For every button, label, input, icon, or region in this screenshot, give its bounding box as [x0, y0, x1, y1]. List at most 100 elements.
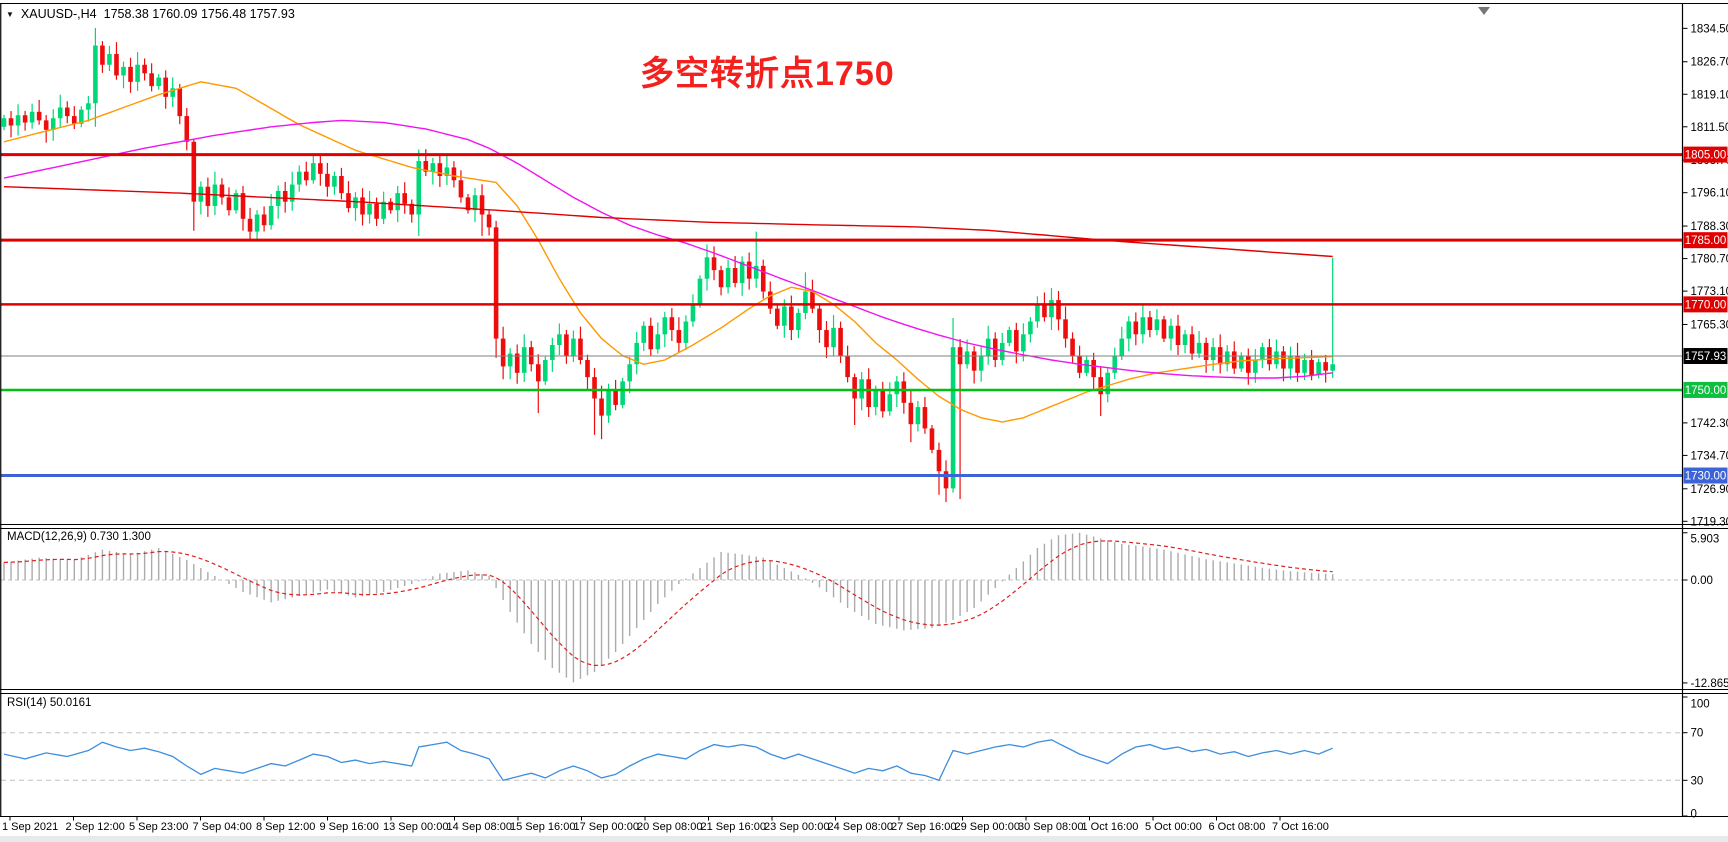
candle	[662, 311, 668, 348]
candle	[1035, 296, 1040, 328]
candle	[1154, 309, 1160, 336]
candle	[936, 442, 942, 495]
candle	[437, 154, 443, 187]
candle	[219, 178, 225, 205]
candle	[592, 368, 597, 435]
candle	[1281, 346, 1286, 382]
time-axis-label: 5 Oct 00:00	[1145, 821, 1202, 833]
price-axis-label: 1734.70	[1691, 450, 1728, 462]
candle	[1175, 314, 1181, 356]
candle	[451, 161, 457, 188]
rsi-panel[interactable]	[1, 693, 1683, 817]
candle	[1070, 332, 1075, 363]
candle	[1182, 329, 1188, 354]
candle	[1119, 326, 1125, 361]
candle	[1189, 326, 1195, 360]
candle	[845, 345, 850, 383]
chart-shift-marker-icon[interactable]	[1478, 7, 1490, 15]
candle	[128, 57, 133, 93]
candle	[93, 27, 98, 127]
price-badge: 1805.00	[1683, 146, 1728, 163]
candle	[29, 103, 35, 129]
candle	[908, 389, 914, 443]
candle	[311, 155, 316, 184]
candle	[1231, 341, 1237, 374]
main-price-panel[interactable]	[1, 3, 1683, 525]
indicator-axis-label: 0.00	[1691, 575, 1713, 587]
candle	[303, 161, 309, 186]
candle	[261, 206, 267, 232]
candle	[121, 61, 126, 89]
candle	[1042, 292, 1047, 322]
candle	[486, 210, 492, 236]
candle	[711, 246, 717, 281]
candle	[775, 305, 780, 330]
candle	[676, 317, 682, 352]
rsi-line	[3, 739, 1333, 782]
candle	[325, 162, 330, 197]
candle	[79, 106, 84, 128]
time-axis-label: 21 Sep 16:00	[701, 821, 766, 833]
candle	[704, 244, 710, 291]
candle	[1147, 310, 1153, 338]
time-axis-label: 14 Sep 08:00	[447, 821, 512, 833]
price-badge: 1770.00	[1683, 296, 1728, 313]
candle	[810, 279, 815, 314]
svg-text:1770.00: 1770.00	[1685, 299, 1727, 311]
candle	[1126, 316, 1132, 352]
svg-text:1750.00: 1750.00	[1685, 385, 1727, 397]
candle	[817, 303, 822, 343]
candle	[149, 63, 154, 92]
macd-signal-line	[3, 540, 1333, 666]
candle	[725, 259, 731, 294]
time-axis-label: 29 Sep 00:00	[955, 821, 1020, 833]
price-axis-label: 1780.70	[1691, 254, 1728, 266]
candle	[922, 397, 928, 434]
candle	[971, 346, 977, 384]
candle	[1161, 315, 1167, 343]
candle	[296, 165, 302, 192]
candle	[226, 187, 232, 216]
candle	[57, 94, 63, 128]
candle	[613, 379, 618, 411]
candle	[655, 322, 661, 354]
candle	[458, 170, 464, 203]
chart-title-bar: ▼ XAUUSD-,H4 1758.38 1760.09 1756.48 175…	[6, 7, 295, 21]
candle	[64, 101, 70, 124]
price-axis-label: 1811.50	[1691, 122, 1728, 134]
candle	[247, 207, 253, 242]
candle	[472, 188, 478, 223]
candle	[353, 192, 358, 221]
candle	[254, 210, 260, 240]
price-axis-label: 1742.30	[1691, 418, 1728, 430]
candle	[282, 181, 288, 213]
candle	[156, 74, 161, 90]
macd-panel[interactable]	[1, 528, 1683, 690]
time-axis-label: 7 Sep 04:00	[193, 821, 252, 833]
candle	[163, 70, 168, 109]
candle	[36, 99, 42, 125]
candle	[852, 373, 857, 426]
candle	[978, 346, 984, 382]
candle	[1288, 346, 1293, 380]
candle	[634, 331, 639, 375]
candle	[416, 149, 422, 236]
candle	[318, 155, 323, 186]
candle	[578, 326, 583, 365]
candle	[585, 354, 590, 390]
candle	[444, 154, 450, 186]
candle	[943, 460, 949, 503]
symbol-timeframe: XAUUSD-,H4	[20, 7, 97, 21]
price-badge: 1785.00	[1683, 232, 1728, 249]
candle	[739, 256, 745, 296]
candle	[1295, 342, 1300, 382]
instrument-dropdown-icon[interactable]: ▼	[6, 9, 14, 19]
candle	[620, 377, 625, 409]
price-axis-label: 1765.30	[1691, 319, 1728, 331]
candle	[1056, 291, 1061, 331]
candle	[1168, 318, 1174, 351]
candle	[184, 107, 190, 151]
price-badge: 1750.00	[1683, 381, 1728, 398]
